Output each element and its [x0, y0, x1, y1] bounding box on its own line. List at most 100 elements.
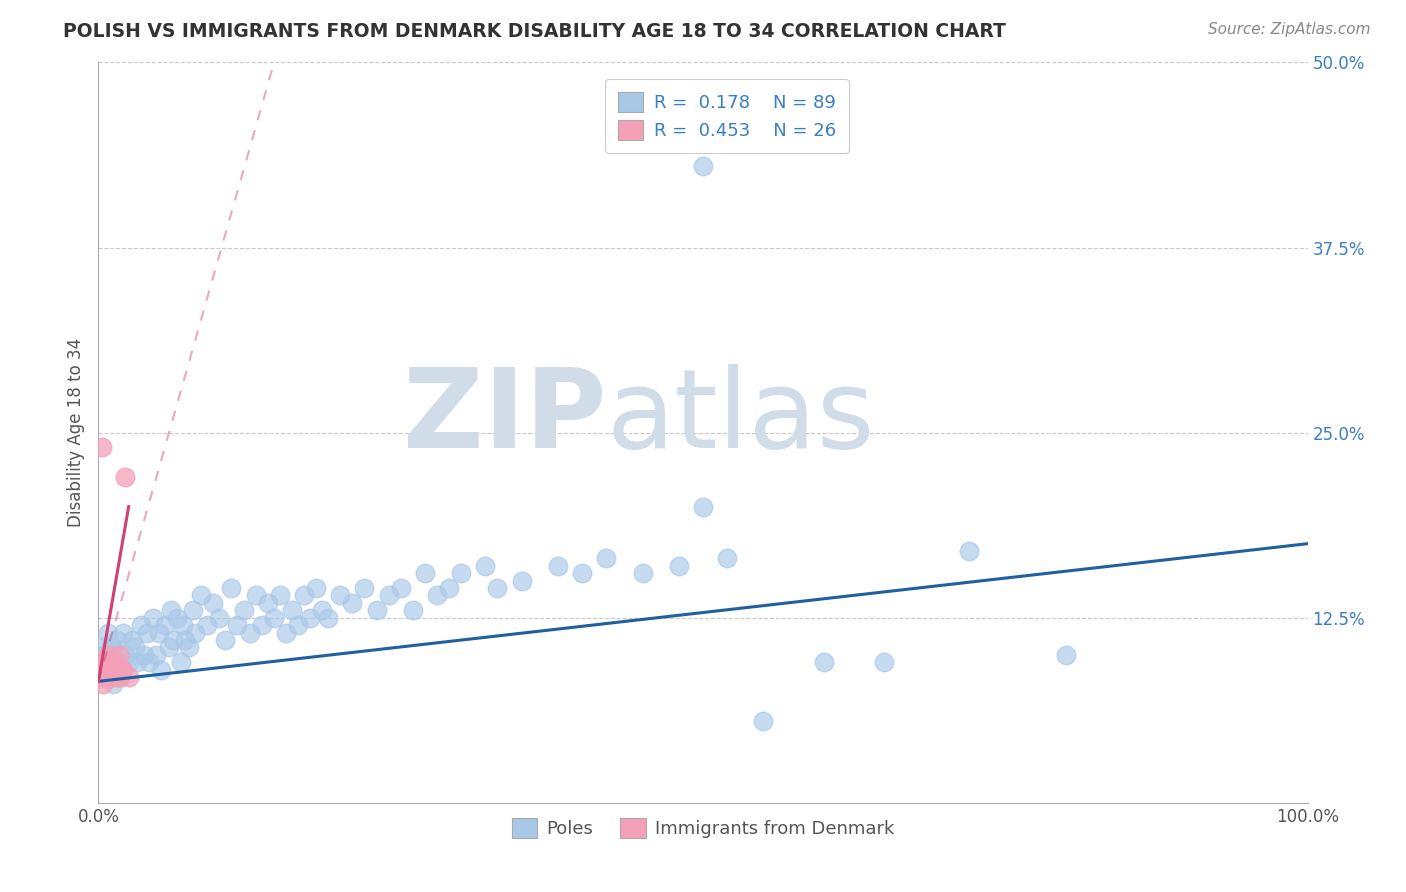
Point	[93, 670, 115, 684]
Point	[377, 589, 399, 603]
Point	[437, 581, 460, 595]
Point	[287, 618, 309, 632]
Point	[104, 655, 127, 669]
Point	[111, 625, 134, 640]
Point	[250, 618, 273, 632]
Point	[571, 566, 593, 581]
Point	[107, 663, 129, 677]
Point	[305, 581, 328, 595]
Point	[292, 589, 315, 603]
Point	[595, 551, 617, 566]
Point	[547, 558, 569, 573]
Point	[668, 558, 690, 573]
Point	[510, 574, 533, 588]
Point	[100, 640, 122, 655]
Point	[100, 655, 122, 669]
Point	[752, 714, 775, 729]
Point	[90, 663, 112, 677]
Point	[169, 655, 191, 669]
Point	[366, 603, 388, 617]
Point	[97, 625, 120, 640]
Point	[91, 655, 114, 669]
Point	[181, 603, 204, 617]
Point	[162, 632, 184, 647]
Point	[813, 655, 835, 669]
Point	[692, 500, 714, 514]
Point	[97, 663, 120, 677]
Point	[91, 640, 114, 655]
Text: Source: ZipAtlas.com: Source: ZipAtlas.com	[1208, 22, 1371, 37]
Point	[148, 625, 170, 640]
Point	[214, 632, 236, 647]
Point	[114, 470, 136, 484]
Y-axis label: Disability Age 18 to 34: Disability Age 18 to 34	[66, 338, 84, 527]
Point	[93, 663, 115, 677]
Point	[97, 670, 120, 684]
Point	[145, 648, 167, 662]
Point	[101, 677, 124, 691]
Point	[103, 663, 125, 677]
Point	[486, 581, 509, 595]
Point	[450, 566, 472, 581]
Point	[311, 603, 333, 617]
Point	[96, 655, 118, 669]
Point	[274, 625, 297, 640]
Point	[94, 663, 117, 677]
Point	[118, 655, 141, 669]
Point	[89, 670, 111, 684]
Point	[174, 632, 197, 647]
Point	[316, 610, 339, 624]
Point	[269, 589, 291, 603]
Point	[716, 551, 738, 566]
Point	[100, 670, 122, 684]
Point	[105, 663, 128, 677]
Point	[108, 663, 131, 677]
Point	[281, 603, 304, 617]
Point	[342, 596, 364, 610]
Point	[692, 159, 714, 173]
Point	[957, 544, 980, 558]
Point	[474, 558, 496, 573]
Point	[118, 670, 141, 684]
Point	[179, 640, 201, 655]
Point	[1054, 648, 1077, 662]
Point	[202, 596, 225, 610]
Point	[232, 603, 254, 617]
Point	[221, 581, 243, 595]
Point	[101, 670, 124, 684]
Point	[100, 663, 122, 677]
Point	[90, 655, 112, 669]
Text: POLISH VS IMMIGRANTS FROM DENMARK DISABILITY AGE 18 TO 34 CORRELATION CHART: POLISH VS IMMIGRANTS FROM DENMARK DISABI…	[63, 22, 1007, 41]
Point	[91, 441, 114, 455]
Point	[426, 589, 449, 603]
Point	[101, 640, 124, 655]
Point	[299, 610, 322, 624]
Point	[160, 603, 183, 617]
Point	[98, 655, 121, 669]
Point	[108, 670, 131, 684]
Text: ZIP: ZIP	[404, 364, 606, 471]
Point	[413, 566, 436, 581]
Point	[110, 663, 132, 677]
Point	[100, 655, 122, 669]
Point	[114, 648, 136, 662]
Point	[105, 632, 128, 647]
Point	[208, 610, 231, 624]
Point	[108, 648, 131, 662]
Point	[329, 589, 352, 603]
Point	[97, 648, 120, 662]
Point	[631, 566, 654, 581]
Point	[190, 589, 212, 603]
Point	[226, 618, 249, 632]
Point	[96, 655, 118, 669]
Point	[402, 603, 425, 617]
Point	[157, 640, 180, 655]
Point	[150, 663, 173, 677]
Point	[873, 655, 896, 669]
Point	[184, 625, 207, 640]
Point	[172, 618, 194, 632]
Point	[142, 610, 165, 624]
Text: atlas: atlas	[606, 364, 875, 471]
Point	[91, 677, 114, 691]
Point	[93, 648, 115, 662]
